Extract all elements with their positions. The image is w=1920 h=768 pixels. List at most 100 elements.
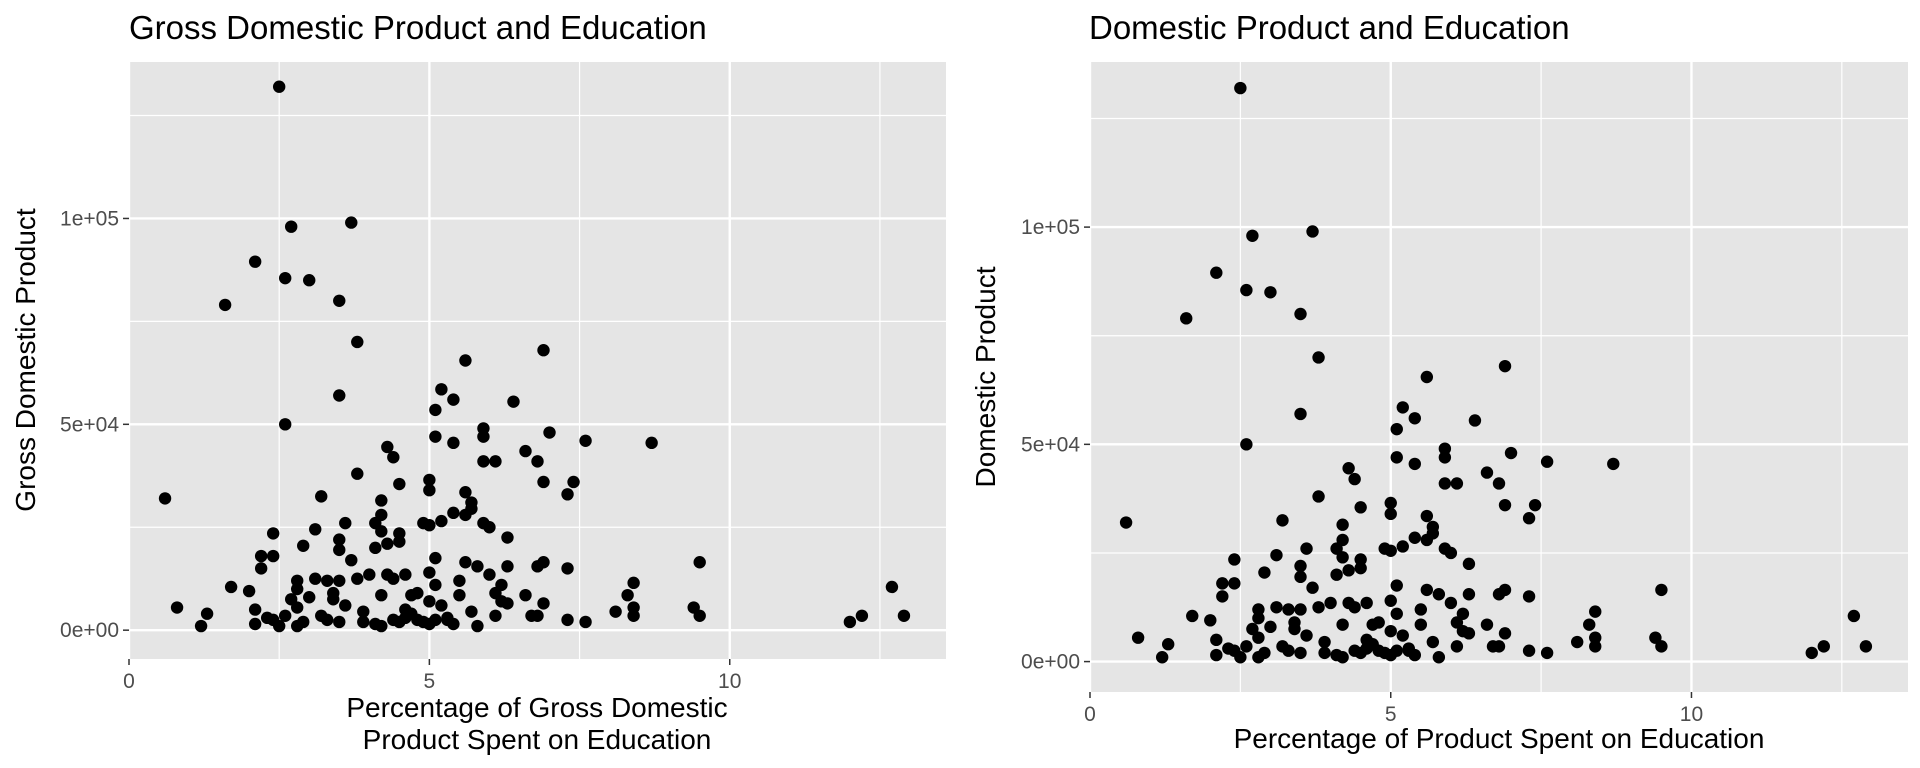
data-point	[1342, 564, 1355, 577]
y-tick-label: 5e+04	[60, 413, 119, 436]
data-point	[297, 539, 310, 552]
data-point	[537, 344, 550, 357]
data-point	[1649, 631, 1662, 644]
x-axis-title: Percentage of Product Spent on Education	[1234, 723, 1765, 754]
data-point	[1312, 601, 1325, 614]
y-axis-title: Domestic Product	[970, 266, 1001, 487]
data-point	[266, 549, 280, 563]
data-point	[1234, 651, 1247, 664]
data-point	[1540, 455, 1554, 468]
data-point	[1522, 590, 1536, 603]
data-point	[1498, 627, 1512, 640]
data-point	[1228, 577, 1241, 590]
x-axis-ticks: 0 5 10	[123, 659, 741, 693]
data-point	[1589, 631, 1602, 644]
data-point	[1264, 620, 1277, 634]
data-point	[272, 80, 286, 93]
data-point	[254, 549, 268, 563]
data-point	[519, 588, 532, 602]
data-point	[1300, 629, 1313, 642]
data-point	[1384, 544, 1397, 557]
data-point	[1522, 512, 1536, 525]
data-point	[1498, 583, 1512, 597]
data-point	[1119, 516, 1133, 529]
data-point	[429, 578, 442, 592]
data-point	[1240, 640, 1253, 653]
data-point	[1420, 370, 1434, 384]
data-point	[1312, 490, 1325, 503]
data-point	[1432, 588, 1446, 601]
x-tick-label: 10	[718, 670, 741, 693]
data-point	[1492, 477, 1506, 490]
data-point	[1408, 531, 1421, 544]
data-point	[471, 619, 484, 633]
data-point	[1270, 548, 1283, 562]
data-point	[345, 553, 358, 567]
data-point	[327, 593, 340, 606]
data-point	[1414, 603, 1428, 616]
data-point	[375, 588, 388, 602]
data-point	[309, 523, 322, 536]
data-point	[1210, 648, 1223, 662]
data-point	[170, 601, 184, 614]
data-point	[1390, 579, 1403, 592]
data-point	[375, 494, 388, 507]
data-point	[1504, 446, 1518, 460]
data-point	[1131, 631, 1145, 644]
data-point	[435, 383, 448, 396]
data-point	[1318, 635, 1331, 649]
data-point	[375, 619, 388, 633]
y-tick-label: 1e+05	[60, 207, 119, 230]
data-point	[1306, 225, 1319, 238]
x-tick-label: 5	[424, 670, 436, 693]
y-tick-label: 5e+04	[1021, 433, 1080, 456]
data-point	[501, 531, 514, 544]
data-point	[423, 473, 436, 487]
data-point	[291, 601, 304, 614]
data-point	[321, 613, 334, 627]
data-point	[345, 216, 358, 229]
x-axis-ticks: 0 5 10	[1084, 692, 1703, 726]
data-point	[1420, 583, 1434, 597]
data-point	[1360, 596, 1373, 610]
data-point	[1450, 640, 1464, 653]
data-point	[1161, 638, 1175, 651]
data-point	[423, 483, 436, 497]
data-point	[351, 467, 364, 480]
data-point	[429, 613, 442, 627]
data-point	[1583, 618, 1596, 631]
data-point	[501, 597, 514, 610]
data-point	[1390, 607, 1403, 620]
data-points	[158, 80, 911, 633]
x-tick-label: 5	[1385, 703, 1397, 726]
data-point	[1817, 640, 1830, 653]
data-point	[579, 434, 592, 447]
data-point	[429, 403, 442, 417]
y-tick-label: 0e+00	[60, 619, 119, 642]
data-point	[1270, 601, 1283, 614]
data-point	[1522, 644, 1536, 657]
data-point	[1294, 603, 1307, 616]
data-point	[194, 619, 208, 633]
data-point	[357, 615, 370, 629]
data-point	[1655, 640, 1668, 653]
data-point	[1408, 648, 1421, 662]
data-point	[278, 418, 292, 431]
data-point	[1234, 81, 1247, 95]
data-point	[645, 436, 658, 450]
data-point	[483, 521, 496, 534]
data-point	[459, 354, 472, 367]
y-axis-ticks: 0e+00 5e+04 1e+05	[60, 207, 129, 642]
data-point	[339, 516, 352, 530]
data-point	[621, 588, 634, 602]
data-point	[218, 298, 232, 312]
data-point	[423, 566, 436, 579]
data-point	[1390, 451, 1403, 464]
data-point	[1204, 614, 1217, 627]
data-point	[1264, 286, 1277, 299]
data-point	[254, 562, 268, 575]
data-point	[471, 560, 484, 573]
data-point	[158, 492, 172, 505]
data-point	[1498, 359, 1512, 373]
data-point	[333, 543, 346, 557]
